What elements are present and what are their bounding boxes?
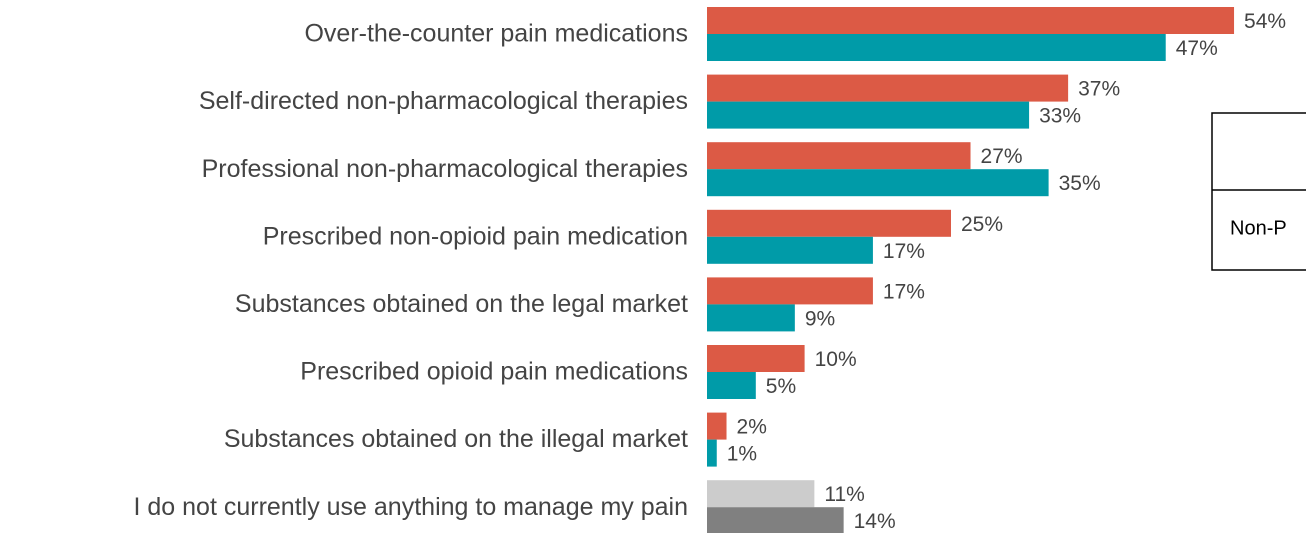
value-label: 9% [805, 307, 835, 330]
bar [707, 304, 795, 332]
value-label: 14% [854, 510, 896, 533]
bar [707, 507, 844, 533]
value-label: 2% [737, 416, 767, 439]
bar [707, 169, 1049, 197]
value-label: 54% [1244, 10, 1286, 33]
value-label: 25% [961, 213, 1003, 236]
bar [707, 480, 815, 508]
category-label: Over-the-counter pain medications [304, 20, 688, 48]
bar [707, 277, 873, 305]
bar [707, 7, 1235, 34]
bar [707, 236, 873, 264]
category-label: Substances obtained on the illegal marke… [224, 425, 688, 453]
category-label: I do not currently use anything to manag… [134, 493, 689, 521]
value-label: 17% [883, 280, 925, 303]
value-label: 33% [1039, 105, 1081, 128]
value-label: 10% [815, 348, 857, 371]
bar [707, 209, 951, 237]
bar [707, 142, 971, 170]
value-label: 47% [1176, 37, 1218, 60]
value-label: 5% [766, 375, 796, 398]
bar [707, 372, 756, 399]
legend: Non-P [1211, 112, 1306, 271]
value-label: 37% [1078, 78, 1120, 101]
category-label: Professional non-pharmacological therapi… [202, 155, 688, 183]
value-label: 27% [981, 145, 1023, 168]
value-label: 35% [1059, 172, 1101, 195]
category-label: Prescribed opioid pain medications [300, 358, 688, 386]
value-label: 11% [824, 483, 864, 506]
category-label: Self-directed non-pharmacological therap… [199, 87, 688, 115]
bar [707, 412, 727, 440]
legend-box [1211, 112, 1306, 271]
value-label: 17% [883, 240, 925, 263]
legend-label: Non-P [1230, 217, 1287, 239]
bar [707, 74, 1069, 102]
bar [707, 345, 805, 372]
bar [707, 101, 1030, 129]
category-label: Prescribed non-opioid pain medication [263, 222, 688, 250]
bar [707, 439, 717, 467]
bar [707, 34, 1166, 61]
value-label: 1% [727, 443, 757, 466]
category-label: Substances obtained on the legal market [235, 290, 688, 318]
